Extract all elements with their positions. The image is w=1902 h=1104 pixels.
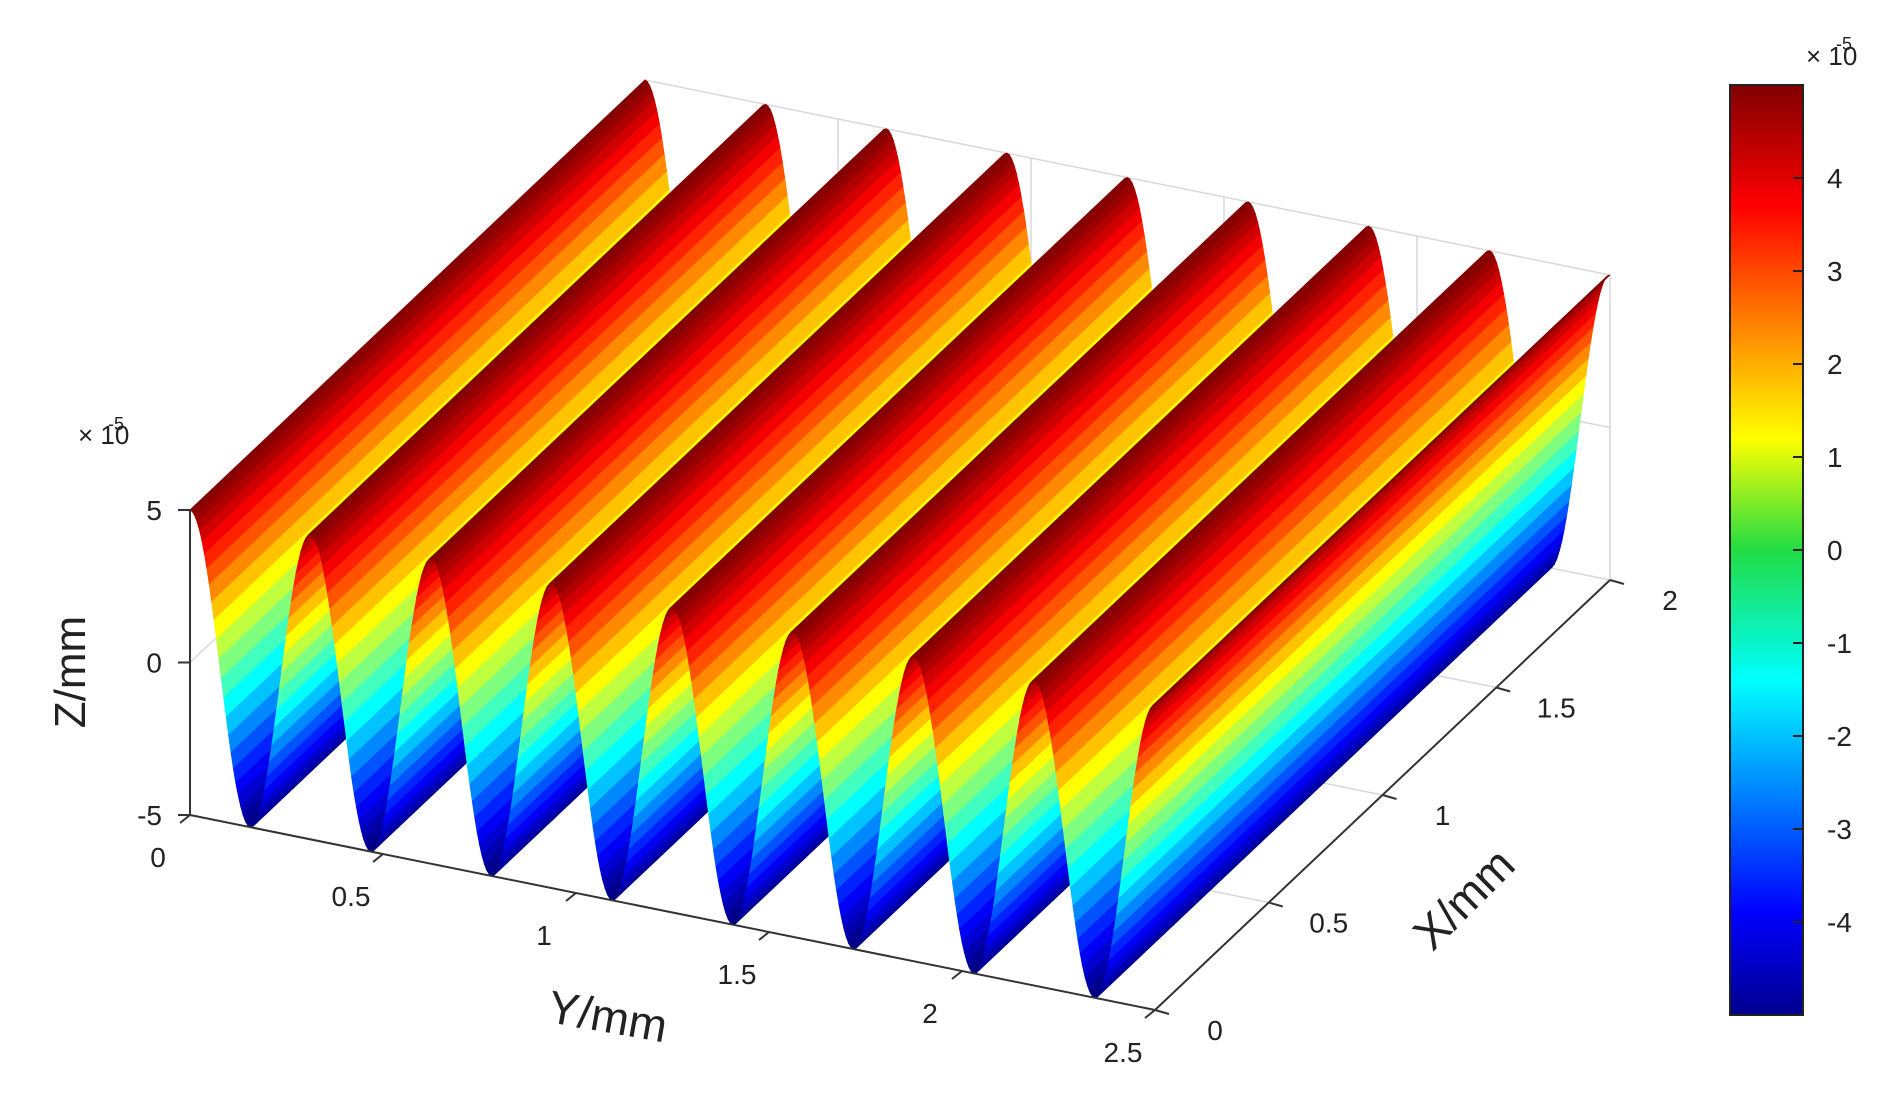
colorbar xyxy=(1729,84,1804,1016)
colorbar-tick-label: -3 xyxy=(1827,814,1852,845)
x-tick-label: 1 xyxy=(1435,800,1451,831)
y-tick-mark xyxy=(179,814,191,824)
x-tick-label: 0 xyxy=(1207,1015,1223,1046)
x-tick-label: 2 xyxy=(1662,585,1678,616)
axis-tick-labels: 0 0.5 1 1.5 2 2.5 0 0.5 1 1.5 2 -5 0 5 xyxy=(137,495,1678,1068)
colorbar-tick-label: 0 xyxy=(1827,535,1843,566)
colorbar-tick-label: 1 xyxy=(1827,442,1843,473)
colorbar-tick-label: -4 xyxy=(1827,907,1852,938)
y-axis-line xyxy=(189,814,1156,1011)
z-exponent-label: × 10 xyxy=(78,420,129,450)
y-tick-mark xyxy=(372,853,384,863)
y-tick-mark xyxy=(1144,1009,1156,1019)
x-tick-mark xyxy=(1154,1009,1170,1015)
x-tick-label: 0.5 xyxy=(1309,908,1348,939)
y-tick-label: 2.5 xyxy=(1104,1037,1143,1068)
surface-mesh xyxy=(189,79,1611,999)
y-tick-mark xyxy=(565,892,577,902)
z-exponent-power: -5 xyxy=(108,414,124,434)
colorbar-exponent-power: -5 xyxy=(1836,34,1852,54)
x-tick-mark xyxy=(1495,686,1511,693)
y-tick-mark xyxy=(758,931,770,941)
z-axis-label: Z/mm xyxy=(46,616,95,728)
z-tick-label: 0 xyxy=(146,648,162,679)
z-tick-label: 5 xyxy=(146,495,162,526)
colorbar-tick-label: 3 xyxy=(1827,256,1843,287)
colorbar-tick-label: -1 xyxy=(1827,628,1852,659)
colorbar-tick-label: -2 xyxy=(1827,721,1852,752)
y-tick-label: 2 xyxy=(922,998,938,1029)
colorbar-tick-label: 2 xyxy=(1827,349,1843,380)
y-tick-label: 0 xyxy=(150,842,166,873)
x-axis-label: X/mm xyxy=(1403,838,1525,960)
y-tick-mark xyxy=(951,970,963,980)
x-tick-label: 1.5 xyxy=(1537,693,1576,724)
colorbar-exponent-label: × 10 xyxy=(1806,41,1857,71)
x-tick-mark xyxy=(1382,794,1397,800)
surface-strip xyxy=(1152,274,1611,707)
z-tick-label: -5 xyxy=(137,800,162,831)
y-tick-label: 0.5 xyxy=(332,881,371,912)
colorbar-ticks: -4 -3 -2 -1 0 1 2 3 4 xyxy=(1793,163,1852,938)
colorbar-tick-label: 4 xyxy=(1827,163,1843,194)
y-tick-label: 1.5 xyxy=(718,959,757,990)
y-axis-label: Y/mm xyxy=(544,980,671,1052)
x-tick-mark xyxy=(1609,579,1625,585)
y-tick-label: 1 xyxy=(536,920,552,951)
x-tick-mark xyxy=(1268,901,1284,908)
